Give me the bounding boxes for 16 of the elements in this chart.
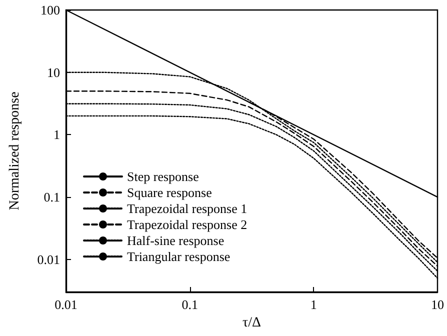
y-tick-label: 100: [40, 2, 60, 18]
legend-label: Half-sine response: [127, 233, 224, 248]
legend-label: Step response: [127, 169, 200, 184]
y-tick-label: 0.01: [37, 252, 60, 267]
legend-label: Trapezoidal response 1: [127, 201, 248, 216]
legend-label: Trapezoidal response 2: [127, 217, 248, 232]
y-tick-label: 1: [54, 127, 60, 142]
x-axis-title: τ/Δ: [242, 316, 262, 330]
legend-label: Square response: [127, 185, 212, 200]
x-tick-label: 1: [310, 297, 317, 312]
y-tick-label: 10: [47, 64, 60, 80]
x-tick-label: 0.1: [182, 297, 198, 312]
y-axis-title: Normalized response: [8, 92, 22, 210]
y-tick-label: 0.1: [44, 190, 60, 205]
x-tick-label: 10: [431, 297, 444, 312]
legend-label: Triangular response: [127, 249, 230, 264]
